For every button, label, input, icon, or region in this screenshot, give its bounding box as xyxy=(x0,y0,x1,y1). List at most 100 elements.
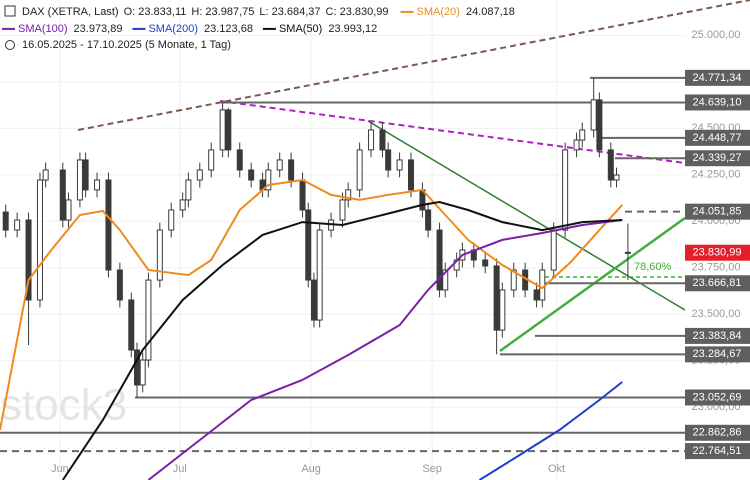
ohlc-label: H: 23.987,75 xyxy=(191,6,254,18)
legend-value: 23.973,89 xyxy=(74,23,123,35)
candle-body xyxy=(145,279,152,361)
candle-body xyxy=(539,269,546,301)
trend-line xyxy=(367,120,686,311)
legend-entry: SMA(100) xyxy=(18,23,68,35)
level-label: 23.284,67 xyxy=(693,348,742,360)
candle-body xyxy=(579,129,586,141)
level-label: 24.771,34 xyxy=(693,72,742,84)
trend-line xyxy=(77,0,750,131)
trend-line xyxy=(499,216,686,353)
ohlc-label: O: 23.833,11 xyxy=(124,6,187,18)
candle-body xyxy=(482,259,489,267)
candle-body xyxy=(345,189,352,201)
candle-body xyxy=(196,169,203,181)
candle-body xyxy=(265,169,272,191)
candle-body xyxy=(499,289,506,331)
candle-body xyxy=(533,289,540,301)
candle-body xyxy=(442,269,449,291)
header-line: DAX (XETRA, Last) O: 23.833,11 H: 23.987,7… xyxy=(22,6,515,18)
trend-line xyxy=(219,100,686,164)
candle-body xyxy=(76,159,83,201)
level-label-box xyxy=(685,424,750,441)
candle-body xyxy=(225,109,232,151)
level-label-box xyxy=(685,203,750,220)
candle-body xyxy=(573,139,580,151)
candle-body xyxy=(25,219,32,301)
candle-body xyxy=(550,229,557,271)
level-label-box xyxy=(685,150,750,167)
legend-entry: SMA(50) xyxy=(279,23,322,35)
level-label-box xyxy=(685,327,750,344)
candle-body xyxy=(408,159,414,191)
candle-body xyxy=(36,179,43,301)
candle-body xyxy=(607,149,614,181)
candle-body xyxy=(396,159,403,171)
watermark: stock3 xyxy=(0,381,127,430)
level-label-box xyxy=(685,275,750,292)
legend-value: 23.123,68 xyxy=(204,23,253,35)
candle-body xyxy=(356,149,363,191)
candle-body xyxy=(42,169,49,181)
sma-line xyxy=(147,219,623,480)
ohlc-label: C: 23.830,99 xyxy=(326,6,389,18)
levels xyxy=(0,76,685,453)
level-label-box xyxy=(685,389,750,406)
y-tick-label: 23.500,00 xyxy=(692,308,741,320)
x-tick-label: Okt xyxy=(548,463,565,475)
level-label: 23.830,99 xyxy=(693,247,742,259)
candle-body xyxy=(208,149,215,171)
candle-body xyxy=(590,99,597,131)
level-label-box xyxy=(685,129,750,146)
level-label: 24.639,10 xyxy=(693,96,742,108)
header-line: SMA(100) 23.973,89 SMA(200) 23.123,68 SMA(50… xyxy=(18,23,377,35)
level-label: 24.448,77 xyxy=(693,132,742,144)
candle-body xyxy=(425,209,432,231)
candle-body xyxy=(368,129,375,151)
candle-body xyxy=(14,219,21,231)
candle-body xyxy=(248,169,255,181)
candle-body xyxy=(65,199,72,221)
candle-body xyxy=(156,229,163,281)
icon xyxy=(4,5,16,17)
candle-body xyxy=(105,179,112,271)
candle-body xyxy=(310,279,317,321)
y-tick-label: 24.250,00 xyxy=(692,169,741,181)
level-label-box xyxy=(685,94,750,111)
candle-body xyxy=(185,179,192,201)
candle-body xyxy=(2,211,9,231)
level-label-box xyxy=(685,346,750,363)
candle-body xyxy=(94,179,101,191)
candle-body xyxy=(493,265,500,331)
candle-body xyxy=(179,199,186,211)
candle-body xyxy=(613,174,620,181)
title: DAX (XETRA, Last) xyxy=(22,6,119,18)
level-label: 24.051,85 xyxy=(693,206,742,218)
candle-body xyxy=(139,359,146,386)
x-tick-label: Sep xyxy=(422,463,442,475)
legend-entry: SMA(200) xyxy=(148,23,198,35)
x-tick-label: Jun xyxy=(51,463,69,475)
y-tick-label: 25.000,00 xyxy=(692,29,741,41)
level-label-box xyxy=(685,69,750,86)
candle-body xyxy=(339,199,346,221)
level-label: 22.862,86 xyxy=(693,427,742,439)
candle-body xyxy=(168,209,175,231)
candle-body xyxy=(116,269,123,301)
legend-value: 23.993,12 xyxy=(328,23,377,35)
candle-body xyxy=(562,149,569,231)
level-label: 23.666,81 xyxy=(693,277,742,289)
level-label: 24.339,27 xyxy=(693,152,742,164)
candle-body xyxy=(288,159,295,181)
candle-body xyxy=(59,169,66,221)
level-label: 22.764,51 xyxy=(693,445,742,457)
x-tick-label: Jul xyxy=(173,463,187,475)
legend-value: 24.087,18 xyxy=(466,6,515,18)
level-label-box xyxy=(685,244,750,261)
x-tick-label: Aug xyxy=(301,463,321,475)
candle-body xyxy=(385,149,392,171)
candle-body xyxy=(299,179,306,211)
candle-body xyxy=(305,209,312,281)
candle-body xyxy=(379,129,386,151)
candle-body xyxy=(236,149,243,171)
